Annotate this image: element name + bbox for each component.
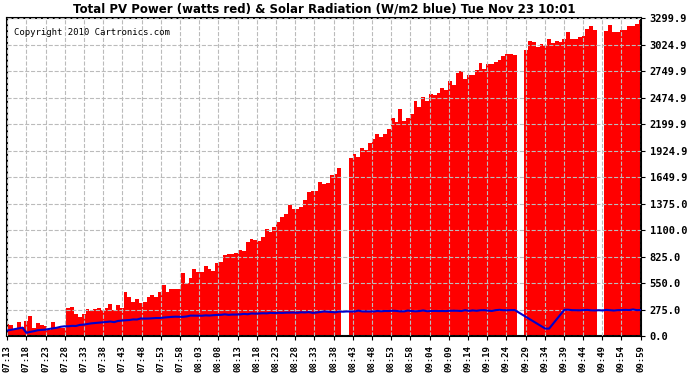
Text: Copyright 2010 Cartronics.com: Copyright 2010 Cartronics.com <box>14 28 170 37</box>
Title: Total PV Power (watts red) & Solar Radiation (W/m2 blue) Tue Nov 23 10:01: Total PV Power (watts red) & Solar Radia… <box>72 3 575 16</box>
